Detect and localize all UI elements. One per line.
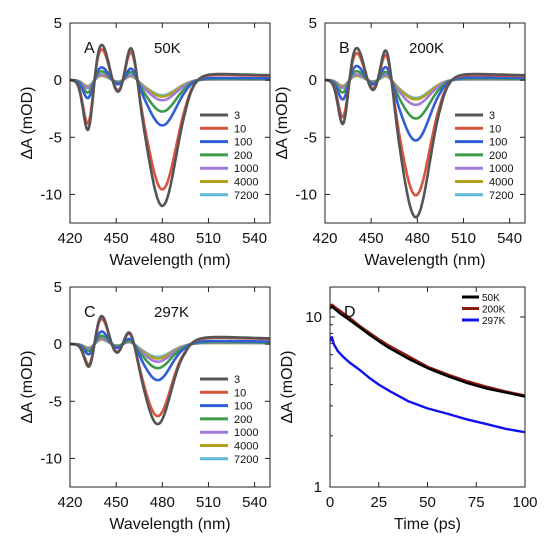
x-tick-label: 420: [57, 230, 82, 247]
y-axis-label: ΔA (mOD): [19, 351, 36, 424]
legend-label: 7200: [234, 454, 258, 466]
y-axis-label: ΔA (mOD): [274, 87, 291, 160]
y-axis-label: ΔA (mOD): [279, 351, 296, 424]
y-tick-label: 5: [309, 15, 317, 32]
plot-frame: [324, 22, 526, 224]
x-tick-label: 450: [104, 494, 129, 511]
legend-label: 10: [489, 123, 501, 135]
y-tick-label: -10: [40, 450, 62, 467]
series-line-50K: [330, 305, 525, 398]
series-group: [70, 314, 270, 426]
legend-label: 7200: [234, 190, 258, 202]
x-tick-label: 510: [196, 230, 221, 247]
panel-letter: C: [84, 304, 96, 321]
temperature-label: 50K: [154, 40, 181, 57]
panel-a: 420 450 480 510 540 5 0 -5 -10 Wavelength (nm) ΔA …: [19, 15, 271, 269]
legend-label: 200K: [482, 305, 506, 316]
x-tick-label: 480: [150, 230, 175, 247]
y-tick-label: 5: [54, 279, 62, 296]
legend-label: 3: [234, 374, 240, 386]
y-tick-label: 0: [54, 72, 62, 89]
legend-label: 200: [489, 150, 507, 162]
legend-label: 200: [234, 150, 252, 162]
legend-label: 10: [234, 387, 246, 399]
panel-letter: A: [84, 40, 95, 57]
x-tick-label: 480: [405, 230, 430, 247]
x-tick-label: 25: [370, 494, 387, 511]
x-tick-label: 510: [196, 494, 221, 511]
x-tick-label: 510: [451, 230, 476, 247]
series-group: [330, 303, 525, 434]
y-tick-label: 0: [309, 72, 317, 89]
temperature-label: 200K: [409, 40, 444, 57]
y-tick-label: -10: [40, 186, 62, 203]
series-line-100: [70, 66, 270, 127]
legend-label: 4000: [234, 177, 258, 189]
series-line-200K: [330, 303, 525, 397]
x-axis-label: Wavelength (nm): [364, 252, 485, 269]
plot-frame: [69, 286, 271, 488]
series-line-3: [325, 46, 525, 219]
panel-d: 0 25 50 75 100 1 10 Time (ps) ΔA (mOD) D 50K200K29…: [279, 286, 538, 533]
legend-label: 100: [234, 137, 252, 149]
legend-label: 7200: [489, 190, 513, 202]
y-tick-label: -5: [49, 129, 62, 146]
legend-label: 100: [489, 137, 507, 149]
y-tick-label: -5: [49, 393, 62, 410]
series-group: [325, 46, 525, 219]
legend-label: 3: [234, 110, 240, 122]
x-tick-label: 0: [326, 494, 334, 511]
y-tick-label: -10: [295, 186, 317, 203]
series-line-297K: [330, 336, 525, 434]
legend-label: 100: [234, 401, 252, 413]
plot-frame: [69, 22, 271, 224]
x-axis-label: Wavelength (nm): [109, 252, 230, 269]
legend-label: 10: [234, 123, 246, 135]
legend-label: 200: [234, 414, 252, 426]
x-tick-label: 450: [359, 230, 384, 247]
x-tick-label: 420: [57, 494, 82, 511]
x-tick-label: 450: [104, 230, 129, 247]
x-tick-label: 420: [312, 230, 337, 247]
legend-label: 1000: [234, 427, 258, 439]
x-axis-label: Wavelength (nm): [109, 516, 230, 533]
panel-letter: B: [339, 40, 350, 57]
temperature-label: 297K: [154, 304, 189, 321]
x-tick-label: 540: [497, 230, 522, 247]
x-tick-label: 540: [242, 494, 267, 511]
y-tick-label: 10: [305, 309, 322, 326]
legend-label: 50K: [482, 293, 500, 304]
legend-label: 297K: [482, 316, 506, 327]
y-tick-label: -5: [304, 129, 317, 146]
series-line-100: [70, 330, 270, 382]
legend-label: 1000: [234, 163, 258, 175]
panel-letter: D: [344, 304, 356, 321]
legend-label: 3: [489, 110, 495, 122]
x-tick-label: 75: [468, 494, 485, 511]
x-tick-label: 480: [150, 494, 175, 511]
x-axis-label: Time (ps): [394, 516, 461, 533]
y-tick-label: 0: [54, 336, 62, 353]
x-tick-label: 50: [419, 494, 436, 511]
series-line-3: [70, 43, 270, 208]
y-tick-label: 5: [54, 15, 62, 32]
panel-b: 420 450 480 510 540 5 0 -5 -10 Wavelength (nm) ΔA …: [274, 15, 526, 269]
legend-label: 4000: [489, 177, 513, 189]
x-tick-label: 540: [242, 230, 267, 247]
series-line-3: [70, 314, 270, 426]
series-group: [70, 43, 270, 208]
legend-label: 4000: [234, 441, 258, 453]
x-tick-label: 100: [512, 494, 537, 511]
series-line-100: [325, 64, 525, 142]
y-tick-label: 1: [314, 479, 322, 496]
y-axis-label: ΔA (mOD): [19, 87, 36, 160]
legend-label: 1000: [489, 163, 513, 175]
panel-c: 420 450 480 510 540 5 0 -5 -10 Wavelength (nm) ΔA …: [19, 279, 271, 533]
